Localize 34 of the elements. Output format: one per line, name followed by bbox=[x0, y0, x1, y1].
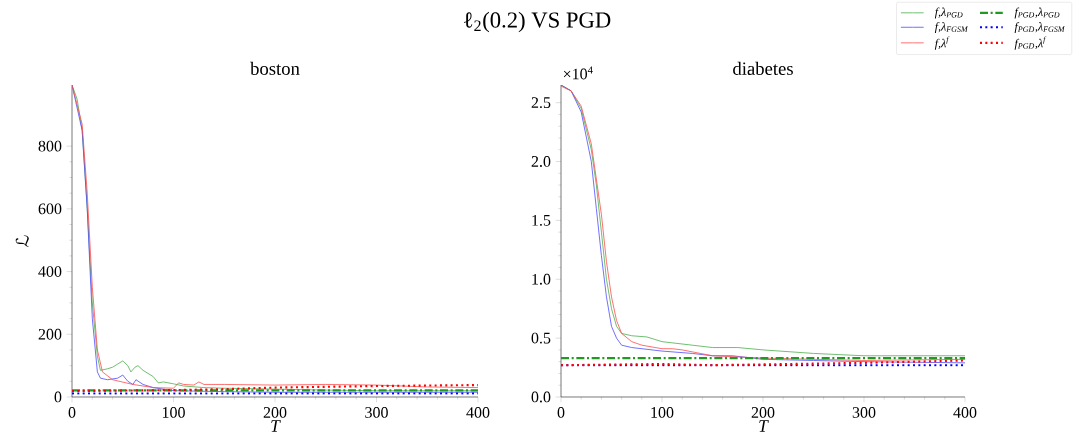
x-tick-label: 400 bbox=[466, 407, 490, 418]
chart-title: diabetes bbox=[733, 61, 793, 75]
legend-label: f$_{PGD}$,λ$_{FGSM}$ bbox=[1014, 22, 1065, 34]
y-tick-label: 2.5 bbox=[531, 97, 551, 109]
legend-label: f,λ$^{f}$ bbox=[934, 36, 950, 50]
y-tick-label: 800 bbox=[38, 140, 62, 152]
y-tick-label: 0 bbox=[54, 391, 62, 403]
y-axis-title: ℒ bbox=[15, 235, 29, 247]
y-tick-label: 600 bbox=[38, 203, 62, 215]
legend-label: f,λ$_{FGSM}$ bbox=[934, 22, 968, 34]
y-tick-label: 1.0 bbox=[532, 273, 551, 285]
x-tick-label: 200 bbox=[263, 407, 287, 418]
x-tick-label: 100 bbox=[162, 407, 185, 418]
x-tick-label: 300 bbox=[365, 407, 388, 418]
y-tick-label: 0.5 bbox=[531, 332, 551, 344]
x-tick-label: 0 bbox=[557, 407, 565, 418]
x-tick-label: 200 bbox=[751, 407, 775, 418]
y-tick-label: 2.0 bbox=[531, 156, 551, 167]
x-tick-label: 400 bbox=[953, 407, 977, 418]
x-tick-label: 100 bbox=[651, 407, 674, 418]
x-tick-label: 0 bbox=[68, 407, 76, 418]
y-tick-label: 200 bbox=[38, 328, 62, 340]
legend-label: f$_{PGD}$,λ$^{f}$ bbox=[1014, 36, 1047, 50]
text: ×10$^{4}$ bbox=[563, 66, 593, 80]
legend-label: f,λ$_{PGD}$ bbox=[934, 7, 963, 19]
y-tick-label: 400 bbox=[38, 266, 62, 277]
x-axis-title: T bbox=[271, 420, 281, 432]
y-tick-label: 0.0 bbox=[531, 391, 551, 403]
x-tick-label: 300 bbox=[852, 407, 876, 418]
legend-label: f$_{PGD}$,λ$_{PGD}$ bbox=[1014, 7, 1060, 19]
chart-title: boston bbox=[250, 61, 300, 75]
y-tick-label: 1.5 bbox=[532, 214, 551, 226]
text: ℓ$_{2}$(0.2) VS PGD bbox=[464, 11, 611, 33]
x-axis-title: T bbox=[759, 420, 769, 432]
